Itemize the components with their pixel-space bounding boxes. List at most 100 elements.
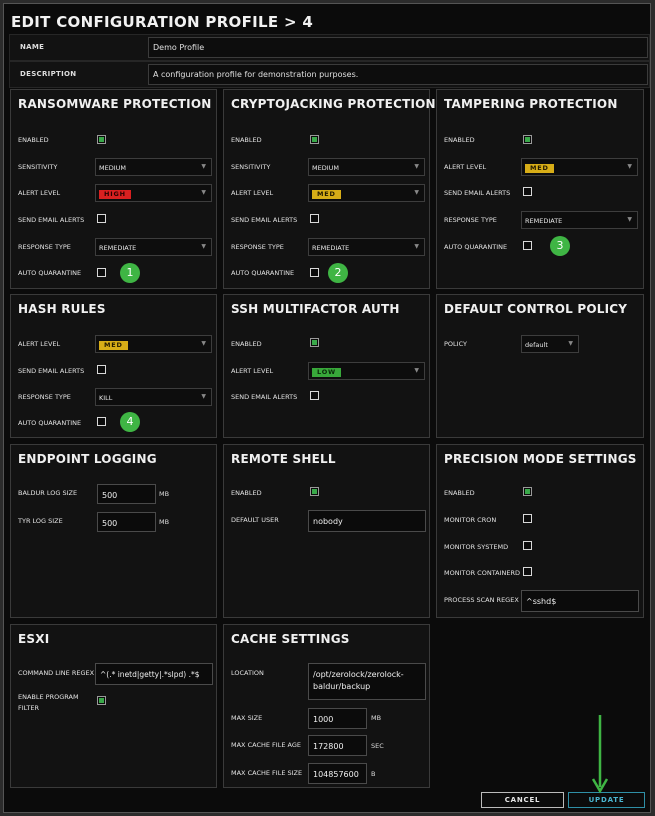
unit-label: MB (159, 518, 170, 526)
step-marker-4: 4 (120, 412, 140, 432)
policy-label: POLICY (444, 340, 467, 348)
arrow-down-icon (591, 715, 609, 794)
email-label: SEND EMAIL ALERTS (231, 393, 298, 401)
tampering-email-checkbox[interactable] (523, 187, 532, 196)
remote-shell-title: REMOTE SHELL (231, 452, 336, 466)
chevron-down-icon: ▼ (414, 243, 419, 250)
remote-shell-enabled-checkbox[interactable] (310, 487, 319, 496)
ssh-email-checkbox[interactable] (310, 391, 319, 400)
name-row: NAME Demo Profile (9, 34, 650, 61)
precision-panel: PRECISION MODE SETTINGS ENABLED MONITOR … (436, 444, 644, 618)
cryptojacking-email-checkbox[interactable] (310, 214, 319, 223)
policy-select[interactable]: default ▼ (521, 335, 579, 353)
max-file-label: MAX CACHE FILE SIZE (231, 769, 303, 777)
unit-label: MB (371, 714, 382, 722)
cancel-button[interactable]: CANCEL (481, 792, 564, 808)
max-age-input[interactable]: 172800 (308, 735, 367, 756)
cryptojacking-response-select[interactable]: REMEDIATE ▼ (308, 238, 425, 256)
edit-profile-modal: EDIT CONFIGURATION PROFILE > 4 NAME Demo… (3, 3, 651, 813)
response-label: RESPONSE TYPE (18, 393, 71, 401)
ransomware-quarantine-checkbox[interactable] (97, 268, 106, 277)
max-file-size-input[interactable]: 104857600 (308, 763, 367, 784)
enabled-label: ENABLED (18, 136, 49, 144)
unit-label: B (371, 770, 376, 778)
process-scan-regex-input[interactable]: ^sshd$ (521, 590, 639, 612)
monitor-containerd-checkbox[interactable] (523, 567, 532, 576)
page-title: EDIT CONFIGURATION PROFILE > 4 (11, 13, 313, 31)
location-label: LOCATION (231, 669, 264, 677)
location-input[interactable]: /opt/zerolock/zerolock- baldur/backup (308, 663, 426, 700)
chevron-down-icon: ▼ (201, 163, 206, 170)
containerd-label: MONITOR CONTAINERD (444, 569, 521, 577)
filter-label: FILTER (18, 704, 39, 712)
email-label: SEND EMAIL ALERTS (18, 216, 85, 224)
select-value: MEDIUM (312, 164, 340, 172)
description-input[interactable]: A configuration profile for demonstratio… (148, 64, 648, 85)
name-label: NAME (20, 43, 45, 51)
chevron-down-icon: ▼ (627, 163, 632, 170)
hash-quarantine-checkbox[interactable] (97, 417, 106, 426)
alert-badge-med: MED (312, 190, 341, 199)
tyr-log-size-input[interactable]: 500 (97, 512, 156, 532)
ssh-enabled-checkbox[interactable] (310, 338, 319, 347)
hash-alert-level-select[interactable]: MED ▼ (95, 335, 212, 353)
tyr-label: TYR LOG SIZE (18, 517, 63, 525)
tampering-enabled-checkbox[interactable] (523, 135, 532, 144)
enable-program-filter-checkbox[interactable] (97, 696, 106, 705)
hash-response-select[interactable]: KILL ▼ (95, 388, 212, 406)
max-size-input[interactable]: 1000 (308, 708, 367, 729)
location-line: baldur/backup (313, 682, 371, 691)
title-text: EDIT CONFIGURATION PROFILE (11, 13, 279, 31)
step-marker-2: 2 (328, 263, 348, 283)
hash-email-checkbox[interactable] (97, 365, 106, 374)
response-label: RESPONSE TYPE (444, 216, 497, 224)
ransomware-response-select[interactable]: REMEDIATE ▼ (95, 238, 212, 256)
max-size-label: MAX SIZE (231, 714, 263, 722)
email-label: SEND EMAIL ALERTS (18, 367, 85, 375)
sensitivity-label: SENSITIVITY (231, 163, 271, 171)
esxi-title: ESXI (18, 632, 50, 646)
alert-level-label: ALERT LEVEL (231, 367, 274, 375)
default-policy-title: DEFAULT CONTROL POLICY (444, 302, 628, 316)
cryptojacking-enabled-checkbox[interactable] (310, 135, 319, 144)
cryptojacking-sensitivity-select[interactable]: MEDIUM ▼ (308, 158, 425, 176)
chevron-down-icon: ▼ (414, 163, 419, 170)
default-user-input[interactable]: nobody (308, 510, 426, 532)
ransomware-sensitivity-select[interactable]: MEDIUM ▼ (95, 158, 212, 176)
monitor-systemd-checkbox[interactable] (523, 541, 532, 550)
tampering-response-select[interactable]: REMEDIATE ▼ (521, 211, 638, 229)
ssh-title: SSH MULTIFACTOR AUTH (231, 302, 400, 316)
ssh-panel: SSH MULTIFACTOR AUTH ENABLED ALERT LEVEL… (223, 294, 430, 438)
chevron-down-icon: ▼ (414, 189, 419, 196)
alert-badge-low: LOW (312, 368, 342, 377)
baldur-log-size-input[interactable]: 500 (97, 484, 156, 504)
tampering-alert-level-select[interactable]: MED ▼ (521, 158, 638, 176)
unit-label: SEC (371, 742, 384, 750)
update-button[interactable]: UPDATE (568, 792, 645, 808)
name-input[interactable]: Demo Profile (148, 37, 648, 58)
email-label: SEND EMAIL ALERTS (444, 189, 511, 197)
monitor-cron-checkbox[interactable] (523, 514, 532, 523)
ransomware-alert-level-select[interactable]: HIGH ▼ (95, 184, 212, 202)
quarantine-label: AUTO QUARANTINE (18, 269, 82, 277)
remote-shell-panel: REMOTE SHELL ENABLED DEFAULT USER nobody (223, 444, 430, 618)
enabled-label: ENABLED (231, 340, 262, 348)
enabled-label: ENABLED (444, 489, 475, 497)
chevron-down-icon: ▼ (201, 243, 206, 250)
cryptojacking-quarantine-checkbox[interactable] (310, 268, 319, 277)
tampering-quarantine-checkbox[interactable] (523, 241, 532, 250)
select-value: REMEDIATE (312, 244, 350, 252)
command-line-regex-input[interactable]: ^(.* inetd|getty|.*slpd) .*$ (95, 663, 213, 685)
hash-rules-panel: HASH RULES ALERT LEVEL MED ▼ SEND EMAIL A… (10, 294, 217, 438)
cryptojacking-alert-level-select[interactable]: MED ▼ (308, 184, 425, 202)
step-marker-1: 1 (120, 263, 140, 283)
precision-enabled-checkbox[interactable] (523, 487, 532, 496)
ssh-alert-level-select[interactable]: LOW ▼ (308, 362, 425, 380)
cryptojacking-panel: CRYPTOJACKING PROTECTION ENABLED SENSITI… (223, 89, 436, 289)
chevron-down-icon: ▼ (414, 367, 419, 374)
ransomware-email-checkbox[interactable] (97, 214, 106, 223)
title-step: 4 (302, 13, 314, 31)
select-value: default (525, 341, 548, 349)
enabled-label: ENABLED (231, 489, 262, 497)
ransomware-enabled-checkbox[interactable] (97, 135, 106, 144)
